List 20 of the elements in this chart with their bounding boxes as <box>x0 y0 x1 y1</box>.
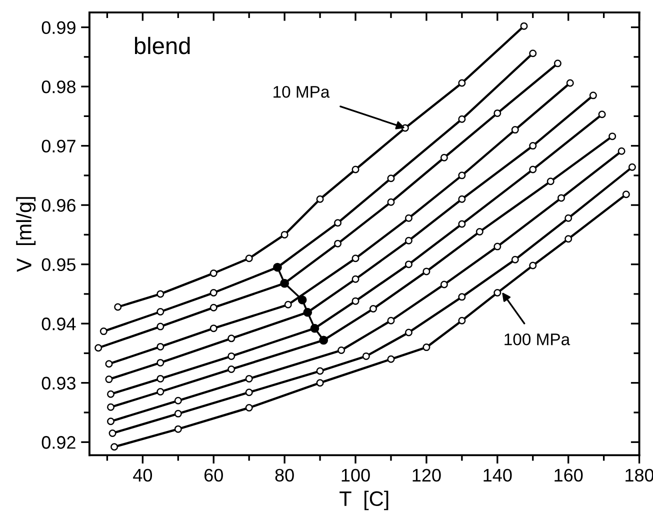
y-tick-label: 0.95 <box>42 258 76 272</box>
y-axis-title: V [ml/g] <box>16 197 36 272</box>
annotation: 10 MPa <box>274 86 330 98</box>
y-tick-label: 0.96 <box>42 199 76 212</box>
y-tick-label: 0.97 <box>42 140 76 153</box>
x-tick-label: 100 <box>342 468 370 482</box>
y-tick-label: 0.92 <box>42 436 76 449</box>
x-tick-label: 120 <box>412 468 441 482</box>
x-tick-label: 60 <box>204 468 223 482</box>
annotation: blend <box>134 36 190 54</box>
x-tick-label: 40 <box>133 468 152 482</box>
x-tick-label: 140 <box>484 468 512 482</box>
y-tick-label: 0.99 <box>42 21 76 34</box>
y-tick-label: 0.93 <box>42 376 76 390</box>
y-tick-label: 0.98 <box>42 80 76 94</box>
y-tick-label: 0.94 <box>42 318 76 330</box>
x-axis-title: T [C] <box>340 490 388 510</box>
x-tick-label: 80 <box>275 468 294 482</box>
x-tick-label: 160 <box>554 468 583 482</box>
annotation: 100 MPa <box>504 333 570 346</box>
